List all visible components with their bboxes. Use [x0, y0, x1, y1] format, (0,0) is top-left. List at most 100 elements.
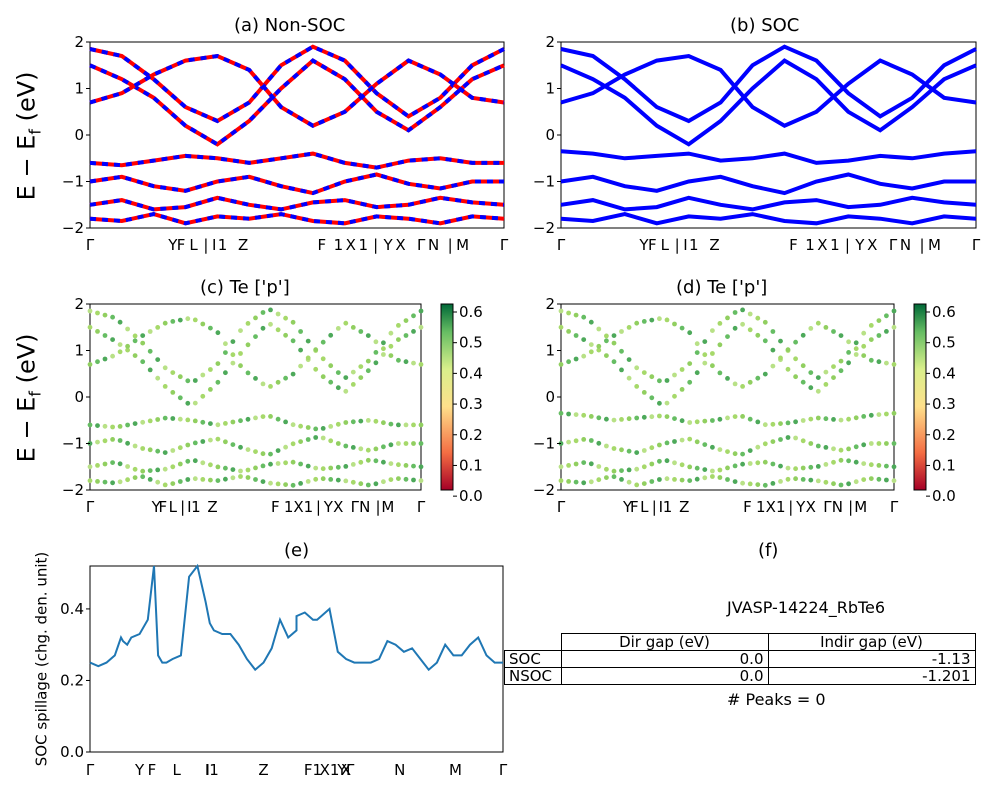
y-tick-label: −1 — [62, 435, 84, 453]
data-point — [162, 450, 168, 455]
data-point — [846, 360, 851, 366]
data-point — [283, 444, 288, 450]
x-tick-label: 1 — [358, 236, 368, 254]
data-point — [566, 411, 571, 417]
table-row-label: NSOC — [504, 667, 562, 685]
x-tick-label: 1 — [830, 236, 840, 254]
data-point — [702, 418, 708, 424]
data-point — [747, 327, 753, 333]
data-point — [891, 324, 897, 330]
data-point — [170, 416, 176, 421]
data-point — [215, 464, 221, 470]
data-point — [732, 451, 738, 457]
data-point — [884, 360, 889, 366]
data-point — [747, 481, 753, 487]
data-point — [305, 463, 311, 469]
data-point — [846, 416, 851, 422]
data-point — [388, 343, 394, 349]
data-point — [679, 325, 685, 331]
data-point — [717, 467, 723, 473]
data-point — [418, 422, 424, 428]
data-point — [373, 360, 379, 366]
data-point — [657, 477, 662, 482]
data-point — [747, 311, 753, 317]
data-point — [192, 400, 198, 406]
data-point — [588, 461, 594, 467]
data-point — [604, 466, 609, 472]
x-tick-label: L — [640, 498, 649, 516]
data-point — [747, 416, 753, 422]
panel-a-ylabel: E − Ef (eV) — [12, 71, 45, 201]
data-point — [800, 332, 806, 338]
data-point — [411, 329, 416, 334]
data-point — [831, 459, 836, 465]
data-point — [245, 370, 251, 376]
x-tick-label: L — [173, 761, 182, 779]
data-point — [800, 418, 806, 423]
data-point — [275, 379, 281, 385]
data-point — [762, 371, 768, 377]
data-point — [785, 476, 791, 482]
data-point — [192, 317, 198, 323]
data-point — [679, 437, 685, 443]
data-point — [162, 384, 168, 389]
data-point — [147, 468, 153, 473]
data-point — [320, 476, 326, 482]
panel-b-title: (b) SOC — [730, 15, 800, 36]
data-point — [581, 460, 587, 465]
data-point — [230, 339, 236, 344]
data-point — [694, 341, 700, 347]
data-point — [596, 326, 602, 332]
data-point — [853, 444, 859, 450]
x-tick-label: Z — [679, 498, 689, 516]
x-tick-label: | — [845, 236, 850, 254]
data-point — [283, 460, 288, 466]
x-tick-label: F — [177, 236, 186, 254]
band-line — [560, 149, 977, 165]
data-point — [762, 459, 768, 465]
data-point — [87, 308, 93, 314]
data-point — [396, 476, 401, 481]
x-tick-label: L — [169, 498, 178, 516]
data-point — [290, 459, 296, 465]
data-point — [740, 480, 745, 486]
x-tick-label: I1 — [205, 761, 219, 779]
data-point — [343, 375, 349, 380]
data-point — [634, 384, 640, 389]
data-point — [192, 458, 198, 464]
data-point — [365, 447, 371, 453]
data-point — [679, 367, 685, 372]
data-point — [891, 464, 897, 470]
data-point — [588, 349, 594, 355]
data-point — [710, 328, 715, 333]
y-tick-label: −2 — [62, 481, 84, 499]
y-tick-label: 2 — [545, 33, 555, 51]
data-point — [238, 474, 243, 479]
data-point — [664, 414, 670, 419]
x-tick-label: | — [788, 498, 793, 516]
data-point — [634, 415, 640, 421]
data-point — [740, 451, 745, 457]
data-point — [626, 479, 632, 485]
x-tick-label: Y — [151, 498, 162, 516]
data-point — [298, 329, 303, 334]
data-point — [208, 437, 213, 443]
data-point — [876, 412, 882, 417]
data-point — [838, 482, 844, 488]
data-point — [815, 478, 821, 484]
data-point — [831, 481, 836, 487]
data-point — [558, 324, 564, 330]
data-point — [694, 419, 700, 425]
x-tick-label: | — [373, 236, 378, 254]
data-point — [725, 449, 730, 454]
data-point — [793, 476, 798, 482]
colorbar-tick-label: 0.6 — [459, 303, 483, 321]
x-tick-label: | — [920, 236, 925, 254]
data-point — [396, 441, 401, 446]
x-tick-label: Γ — [86, 498, 95, 516]
x-tick-label: Γ — [890, 498, 899, 516]
data-point — [125, 347, 130, 353]
data-point — [823, 445, 829, 450]
x-tick-label: Γ — [557, 498, 566, 516]
data-point — [762, 319, 768, 325]
